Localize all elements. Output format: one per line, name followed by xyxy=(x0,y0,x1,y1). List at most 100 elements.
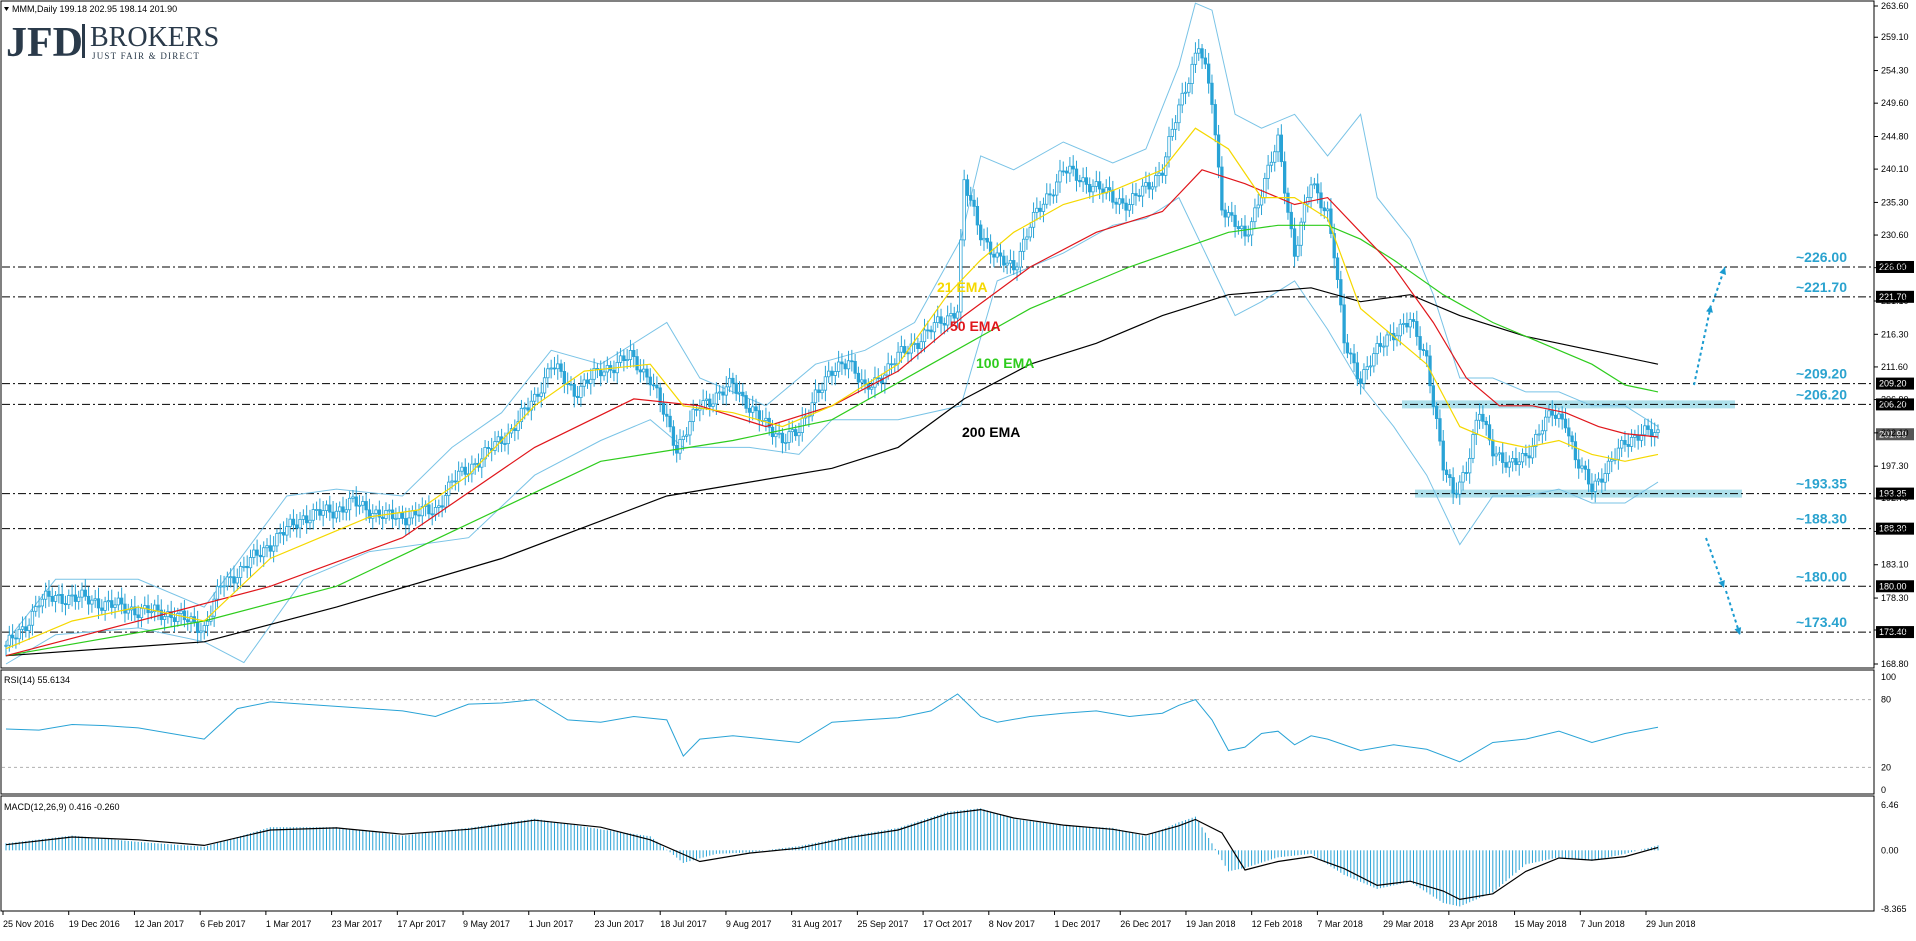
candle-body xyxy=(1134,193,1138,196)
candle-body xyxy=(1266,164,1270,179)
candle-body xyxy=(618,355,623,363)
ema50-line xyxy=(5,169,1659,657)
candle-body xyxy=(777,432,781,435)
price-tick-label: 197.30 xyxy=(1881,461,1909,471)
level-label: ~193.35 xyxy=(1796,476,1847,492)
candle-body xyxy=(932,322,937,333)
candle-body xyxy=(648,376,652,386)
candle-body xyxy=(1557,413,1561,419)
date-tick-label: 7 Jun 2018 xyxy=(1580,919,1625,929)
candle-body xyxy=(1375,343,1379,355)
price-tick-label: 206.90 xyxy=(1881,395,1909,405)
candle-body xyxy=(1408,319,1412,328)
candle-body xyxy=(1405,322,1409,328)
candle-body xyxy=(1157,172,1161,176)
price-tick-label: 230.60 xyxy=(1881,230,1909,240)
rsi-tick-label: 0 xyxy=(1881,785,1886,795)
candle-body xyxy=(582,379,586,387)
candle-body xyxy=(688,421,692,436)
candle-body xyxy=(1081,177,1085,183)
date-tick-label: 23 Jun 2017 xyxy=(594,919,644,929)
candle-body xyxy=(1124,202,1128,211)
candle-body xyxy=(1187,83,1191,93)
candle-body xyxy=(1421,349,1426,351)
candle-body xyxy=(288,518,292,528)
candle-body xyxy=(176,613,180,622)
candle-body xyxy=(1236,226,1241,230)
candle-body xyxy=(523,407,527,410)
candle-body xyxy=(1553,414,1558,419)
candle-body xyxy=(1197,48,1201,54)
candle-body xyxy=(737,391,742,394)
symbol-info: MMM,Daily 199.18 202.95 198.14 201.90 xyxy=(12,4,177,14)
candle-body xyxy=(708,398,712,407)
candle-body xyxy=(1207,63,1211,84)
candle-body xyxy=(40,598,44,607)
candle-body xyxy=(1299,221,1303,246)
candle-body xyxy=(1220,166,1224,211)
candle-body xyxy=(1583,465,1587,470)
candle-body xyxy=(1150,186,1155,190)
candle-body xyxy=(1477,413,1482,421)
candle-body xyxy=(255,549,259,556)
candle-body xyxy=(1441,440,1445,471)
candle-body xyxy=(539,392,543,397)
candle-body xyxy=(797,432,801,437)
candle-body xyxy=(57,593,61,596)
candle-body xyxy=(119,597,124,605)
candle-body xyxy=(850,360,854,363)
candle-body xyxy=(1586,468,1591,485)
candle-body xyxy=(298,519,302,529)
candle-body xyxy=(34,606,38,612)
candle-body xyxy=(869,386,874,390)
ema-lines: 21 EMA 50 EMA 100 EMA 200 EMA xyxy=(5,127,1659,657)
candle-body xyxy=(430,513,434,516)
candle-body xyxy=(1243,225,1247,237)
candle-body xyxy=(344,509,348,513)
candle-body xyxy=(949,313,953,317)
candle-body xyxy=(585,379,590,384)
level-axis-label: 209.20 xyxy=(1879,379,1907,389)
rsi-tick-label: 80 xyxy=(1881,695,1891,705)
candle-body xyxy=(1527,455,1531,459)
price-tick-label: 216.30 xyxy=(1881,329,1909,339)
candle-body xyxy=(242,565,246,568)
candle-body xyxy=(1035,207,1039,213)
rsi-tick-label: 20 xyxy=(1881,762,1891,772)
candle-body xyxy=(1378,343,1383,347)
date-tick-label: 29 Jun 2018 xyxy=(1646,919,1696,929)
candle-body xyxy=(1474,419,1478,435)
candle-body xyxy=(1537,433,1541,436)
candle-body xyxy=(17,628,21,640)
candle-body xyxy=(704,398,709,401)
candle-body xyxy=(1487,424,1492,441)
candle-body xyxy=(1273,151,1277,163)
price-tick-label: 168.80 xyxy=(1881,659,1909,669)
candle-body xyxy=(1190,63,1194,84)
candle-body xyxy=(1216,134,1221,168)
candle-body xyxy=(427,504,431,515)
candle-body xyxy=(1415,321,1419,337)
candle-body xyxy=(1643,425,1647,436)
ema-label: 200 EMA xyxy=(962,424,1020,440)
candle-body xyxy=(658,387,662,404)
candle-body xyxy=(103,601,107,611)
rsi-series xyxy=(5,693,1659,763)
ema21-line xyxy=(5,127,1659,650)
level-axis-badge xyxy=(1876,522,1914,535)
date-tick-label: 23 Apr 2018 xyxy=(1449,919,1498,929)
date-tick-label: 7 Mar 2018 xyxy=(1317,919,1363,929)
candle-body xyxy=(903,346,907,354)
candle-body xyxy=(734,382,738,394)
candle-body xyxy=(60,593,64,604)
candle-body xyxy=(14,637,18,640)
candle-body xyxy=(671,426,676,446)
level-axis-badge xyxy=(1876,260,1914,273)
candle-body xyxy=(1626,444,1630,447)
candle-body xyxy=(453,480,457,483)
candle-body xyxy=(922,329,927,343)
candle-body xyxy=(969,195,973,201)
candle-body xyxy=(642,368,646,373)
candle-body xyxy=(86,595,91,605)
